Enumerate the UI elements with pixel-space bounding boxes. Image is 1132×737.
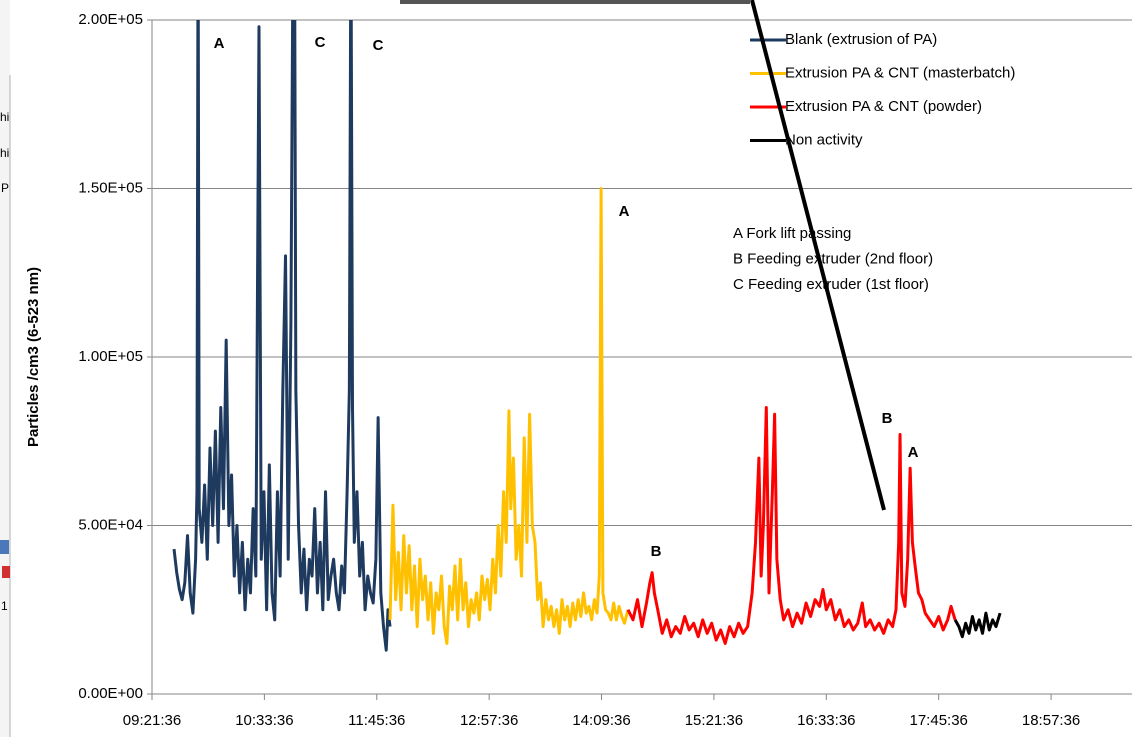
y-tick-label: 0.00E+00 [78,685,143,702]
annotation: A [908,444,919,461]
legend-label: Extrusion PA & CNT (masterbatch) [785,64,1015,81]
legend-label: Blank (extrusion of PA) [785,31,937,48]
x-tick-label: 15:21:36 [685,712,743,729]
annotation: B [651,543,662,560]
chart: hi hi P 1 Particles /cm3 (6-523 nm) 0.00… [0,0,1132,737]
annotation: A [214,35,225,52]
annotation: C [373,37,384,54]
x-tick-label: 14:09:36 [572,712,630,729]
y-tick-label: 2.00E+05 [78,11,143,28]
y-tick-label: 5.00E+04 [78,516,143,533]
annotation: C [315,34,326,51]
note: C Feeding extruder (1st floor) [733,276,929,293]
note: A Fork lift passing [733,225,851,242]
x-tick-label: 16:33:36 [797,712,855,729]
icon-fragment [0,540,9,554]
annotation: A [619,203,630,220]
y-axis-label: Particles /cm3 (6-523 nm) [25,267,42,447]
x-tick-label: 09:21:36 [123,712,181,729]
icon-fragment [2,566,10,578]
top-image-fragment [400,0,750,4]
annotation: B [882,410,893,427]
y-tick-label: 1.00E+05 [78,348,143,365]
background-text: hi [0,146,9,160]
y-tick-label: 1.50E+05 [78,179,143,196]
x-tick-label: 12:57:36 [460,712,518,729]
x-tick-label: 10:33:36 [235,712,293,729]
background-text: 1 [1,599,8,613]
note: B Feeding extruder (2nd floor) [733,250,933,267]
legend-label: Non activity [785,131,863,148]
x-tick-label: 18:57:36 [1022,712,1080,729]
x-tick-label: 11:45:36 [348,712,405,729]
background-text: P [1,181,9,195]
background-text: hi [0,110,9,124]
x-tick-label: 17:45:36 [910,712,968,729]
legend-label: Extrusion PA & CNT (powder) [785,98,982,115]
